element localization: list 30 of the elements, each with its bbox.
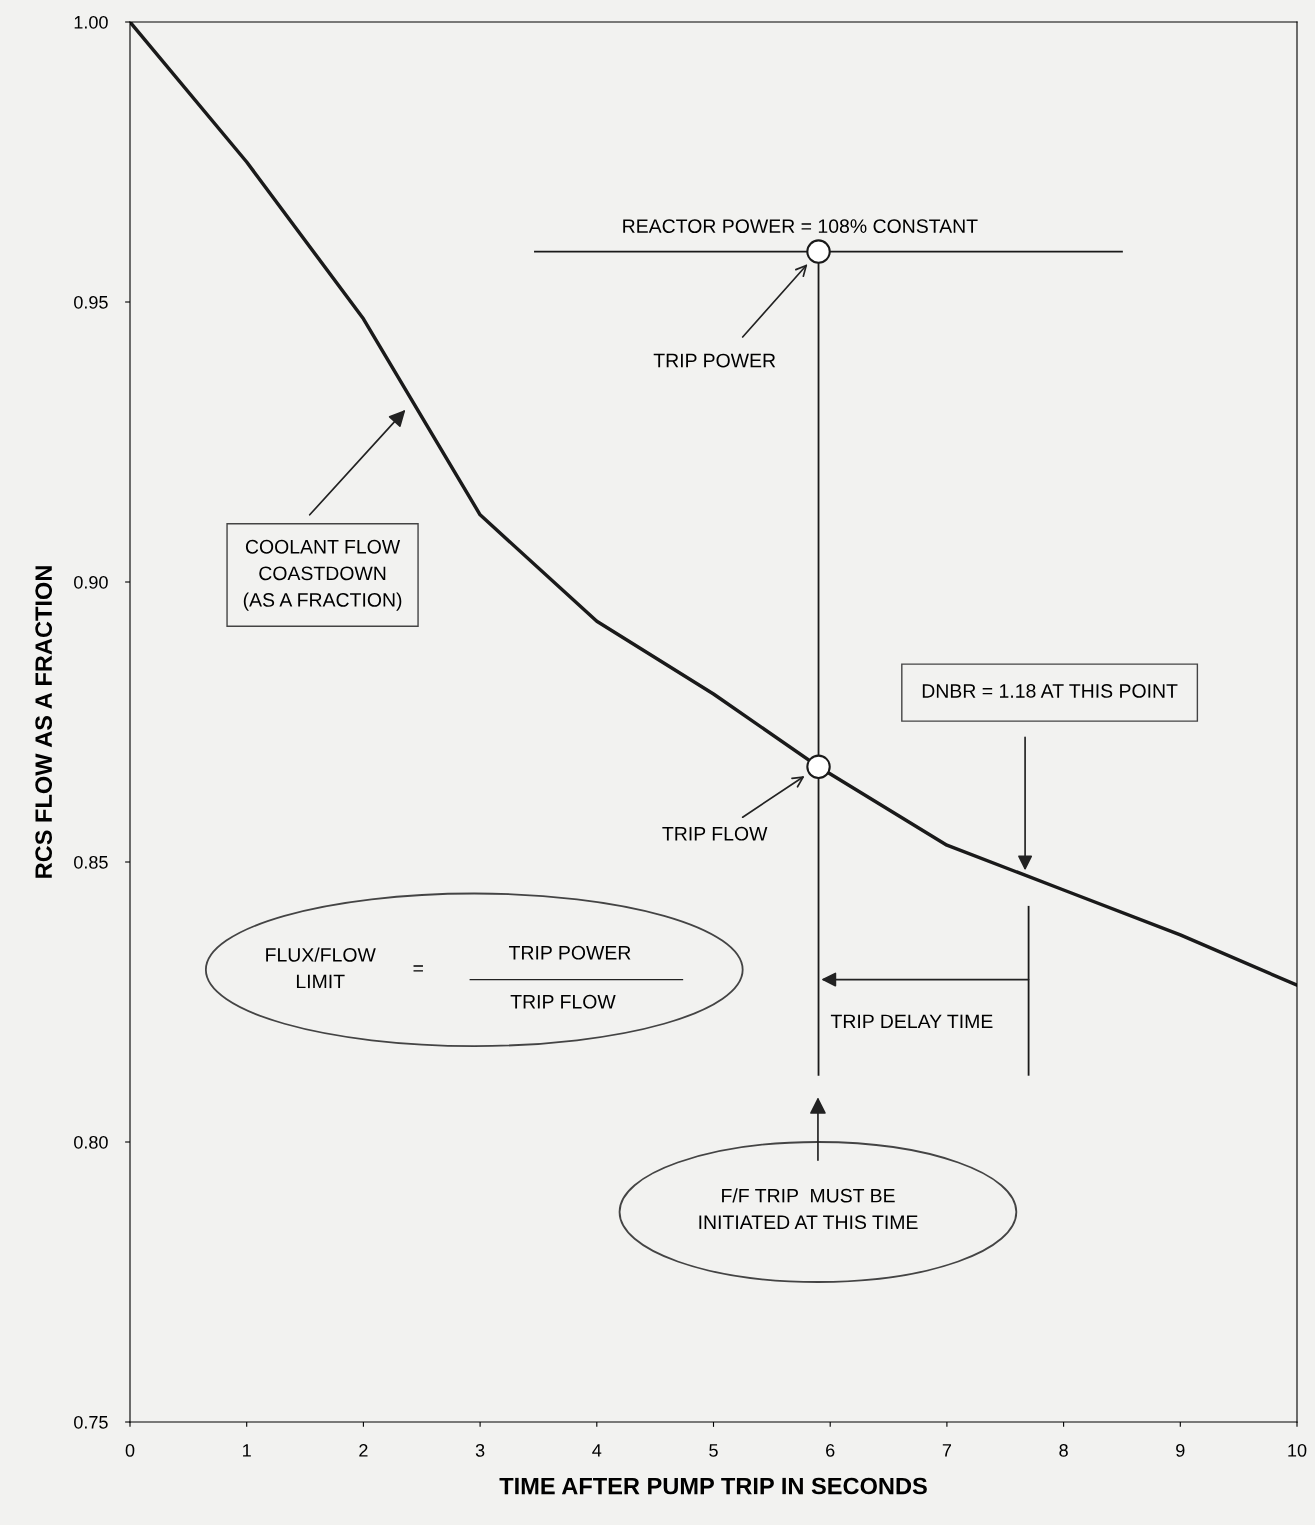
x-tick-label: 1 bbox=[243, 1444, 251, 1457]
y-tick-label: 0.75 bbox=[74, 1415, 108, 1429]
annotation: TRIP POWER bbox=[508, 945, 631, 960]
x-tick-label: 3 bbox=[475, 1444, 485, 1457]
annotation: DNBR = 1.18 AT THIS POINT bbox=[922, 684, 1178, 698]
annotation: TRIP FLOW bbox=[510, 994, 616, 1009]
x-tick-label: 9 bbox=[1176, 1444, 1185, 1457]
annotation: FLUX/FLOW LIMIT bbox=[266, 947, 376, 989]
annotation: TRIP FLOW bbox=[662, 826, 768, 841]
y-tick-label: 0.90 bbox=[74, 575, 108, 589]
y-tick-label: 0.80 bbox=[74, 1135, 108, 1149]
x-tick-label: 5 bbox=[709, 1444, 718, 1457]
x-tick-label: 2 bbox=[359, 1444, 368, 1457]
annotation: F/F TRIP MUST BE INITIATED AT THIS TIME bbox=[699, 1188, 918, 1230]
x-tick-label: 10 bbox=[1288, 1444, 1307, 1457]
x-tick-label: 6 bbox=[826, 1444, 835, 1457]
x-axis-title: TIME AFTER PUMP TRIP IN SECONDS bbox=[499, 1477, 927, 1495]
y-tick-label: 1.00 bbox=[74, 15, 108, 29]
y-tick-label: 0.95 bbox=[74, 295, 108, 309]
annotation: COOLANT FLOW COASTDOWN (AS A FRACTION) bbox=[243, 539, 402, 611]
x-tick-label: 8 bbox=[1059, 1444, 1068, 1457]
x-tick-label: 7 bbox=[942, 1444, 952, 1457]
y-axis-title: RCS FLOW AS A FRACTION bbox=[35, 566, 52, 878]
y-tick-label: 0.85 bbox=[74, 855, 108, 869]
annotation: TRIP DELAY TIME bbox=[830, 1014, 993, 1029]
annotation: TRIP POWER bbox=[653, 353, 776, 368]
annotation: REACTOR POWER = 108% CONSTANT bbox=[623, 219, 978, 234]
annotation: = bbox=[413, 965, 423, 972]
x-tick-label: 0 bbox=[125, 1444, 135, 1457]
x-tick-label: 4 bbox=[592, 1444, 602, 1457]
